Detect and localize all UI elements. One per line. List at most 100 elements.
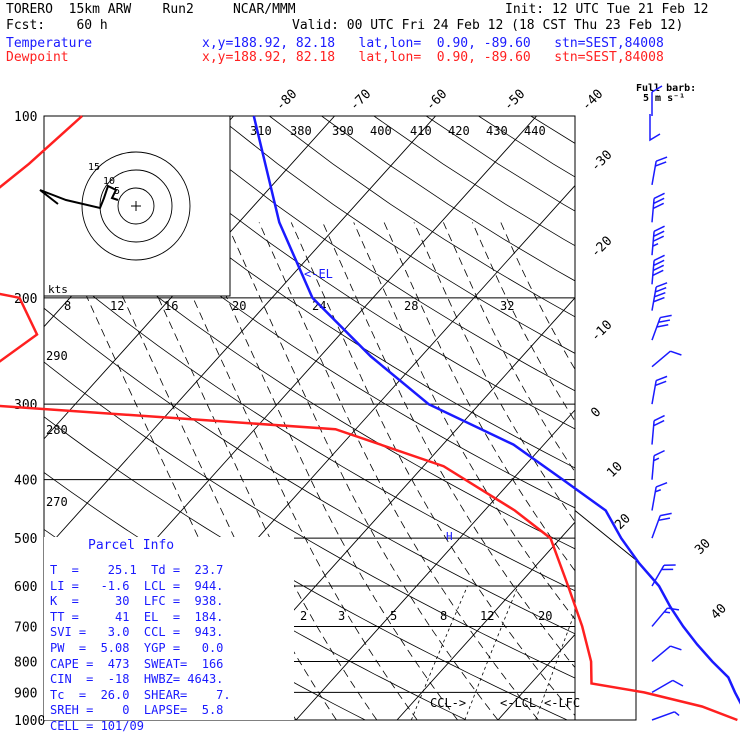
wind-barb-shape xyxy=(651,607,680,627)
theta-label: 280 xyxy=(46,423,68,437)
dry-adiabat-line xyxy=(478,116,575,178)
wind-barb-shape xyxy=(651,564,676,587)
wind-barb-shape xyxy=(651,314,672,341)
right-temperature-tick-label: -10 xyxy=(588,318,615,345)
right-temperature-tick-label: 0 xyxy=(588,405,604,421)
parcel-info-row: CIN = -18 HWBZ= 4643. xyxy=(50,672,224,687)
theta-label: 440 xyxy=(524,124,546,138)
hodograph-ring-label: 15 xyxy=(88,162,100,173)
hodograph-trace xyxy=(39,184,119,210)
mixing-ratio-label: 5 xyxy=(390,609,397,623)
mixing-ratio-label: 8 xyxy=(440,609,447,623)
dry-adiabat-line xyxy=(44,202,575,550)
dry-adiabat-line xyxy=(269,116,575,318)
pressure-tick-label: 800 xyxy=(14,655,37,670)
dry-adiabat-line xyxy=(44,307,575,635)
moist-adiabat-line xyxy=(353,222,575,621)
wind-barb-shape xyxy=(651,156,668,185)
parcel-info-row: T = 25.1 Td = 23.7 xyxy=(50,563,224,577)
wind-barb-shape xyxy=(651,645,682,663)
top-temperature-tick-label: -70 xyxy=(347,87,374,114)
moist-adiabat-line xyxy=(472,222,575,422)
parcel-info-row: CELL = 101/09 xyxy=(50,719,144,733)
moist-adiabat-line xyxy=(322,222,575,669)
forecast-hour: Fcst: 60 h xyxy=(6,18,108,33)
top-temperature-tick-label: -40 xyxy=(579,87,606,114)
wind-barb-shape xyxy=(651,254,665,285)
top-temperature-tick-label: -50 xyxy=(501,87,528,114)
moist-adiabat-line xyxy=(158,222,418,720)
dry-adiabat-line xyxy=(44,361,575,679)
theta-label: 420 xyxy=(448,124,470,138)
wind-barb xyxy=(651,254,665,285)
dry-adiabat-line xyxy=(635,116,740,720)
wind-speed-tick-label: 32 xyxy=(500,299,514,313)
pressure-tick-label: 1000 xyxy=(14,714,45,729)
wind-barb xyxy=(651,85,663,116)
wind-barb-shape xyxy=(651,512,672,539)
wind-speed-tick-label: 20 xyxy=(232,299,246,313)
hodograph-ring xyxy=(81,151,191,261)
wind-barb xyxy=(651,156,668,185)
plot-frame xyxy=(43,115,576,721)
wind-barb xyxy=(651,225,665,256)
mixing-ratio-label: 20 xyxy=(538,609,552,623)
wind-barb xyxy=(651,282,668,311)
parcel-info-row: K = 30 LFC = 938. xyxy=(50,594,224,609)
full-barb-unit: 5 m s⁻¹ xyxy=(643,93,686,104)
moist-adiabat-line xyxy=(192,222,458,720)
wind-barb xyxy=(651,350,682,368)
top-temperature-tick-label: -80 xyxy=(273,87,300,114)
right-temperature-tick-label: 30 xyxy=(692,536,714,558)
isotherm-line xyxy=(396,521,575,720)
isotherm-line xyxy=(599,116,740,720)
wind-speed-tick-label: 12 xyxy=(110,299,124,313)
plot-frame-edge xyxy=(574,510,637,721)
moist-adiabat-line xyxy=(413,222,575,523)
parcel-info-row: TT = 41 EL = 184. xyxy=(50,609,224,624)
lfc-annotation: <-LFC xyxy=(544,696,580,710)
ccl-annotation: CCL-> xyxy=(430,696,466,710)
parcel-info-title: Parcel Info xyxy=(88,538,175,553)
pressure-tick-label: 100 xyxy=(14,110,37,125)
theta-label: 310 xyxy=(250,124,272,138)
wind-barb xyxy=(651,314,672,341)
moist-adiabat-line xyxy=(258,222,539,720)
parcel-info-row: Tc = 26.0 SHEAR= 7. xyxy=(50,687,231,702)
wind-barb-shape xyxy=(651,482,668,511)
full-barb-key xyxy=(649,114,661,142)
theta-label: 270 xyxy=(46,495,68,509)
parcel-info-row: PW = 5.08 YGP = 0.0 xyxy=(50,641,224,655)
parcel-info-row: SVI = 3.0 CCL = 943. xyxy=(50,625,224,640)
dry-adiabat-line xyxy=(530,116,575,144)
pressure-tick-label: 500 xyxy=(14,532,37,547)
wind-barb xyxy=(651,414,665,445)
temperature-profile xyxy=(252,115,740,705)
parcel-info-background xyxy=(44,537,294,720)
wind-barb xyxy=(651,482,668,511)
wind-speed-tick-label: 28 xyxy=(404,299,418,313)
wind-barb-shape xyxy=(651,282,668,311)
dry-adiabat-line xyxy=(44,254,575,592)
theta-label: 400 xyxy=(370,124,392,138)
temperature-legend: Temperature xyxy=(6,36,93,51)
wind-barb-shape xyxy=(651,711,680,721)
right-temperature-tick-label: 40 xyxy=(708,601,730,623)
theta-label: 410 xyxy=(410,124,432,138)
dry-adiabat-line xyxy=(164,116,575,392)
theta-label: 390 xyxy=(332,124,354,138)
dry-adiabat-line xyxy=(44,150,575,509)
pressure-tick-label: 400 xyxy=(14,474,37,489)
wind-barb-shape xyxy=(651,225,665,256)
moist-adiabat-line xyxy=(443,222,575,473)
wind-barb xyxy=(651,679,684,694)
theta-label: 290 xyxy=(46,349,68,363)
dry-adiabat-line xyxy=(583,116,740,720)
wind-barb xyxy=(651,512,672,539)
dewpoint-profile xyxy=(0,115,738,722)
isotherm-line xyxy=(44,116,335,440)
wind-barb xyxy=(651,564,676,587)
wind-speed-tick-label: 8 xyxy=(64,299,71,313)
wind-barb-shape xyxy=(651,350,682,368)
